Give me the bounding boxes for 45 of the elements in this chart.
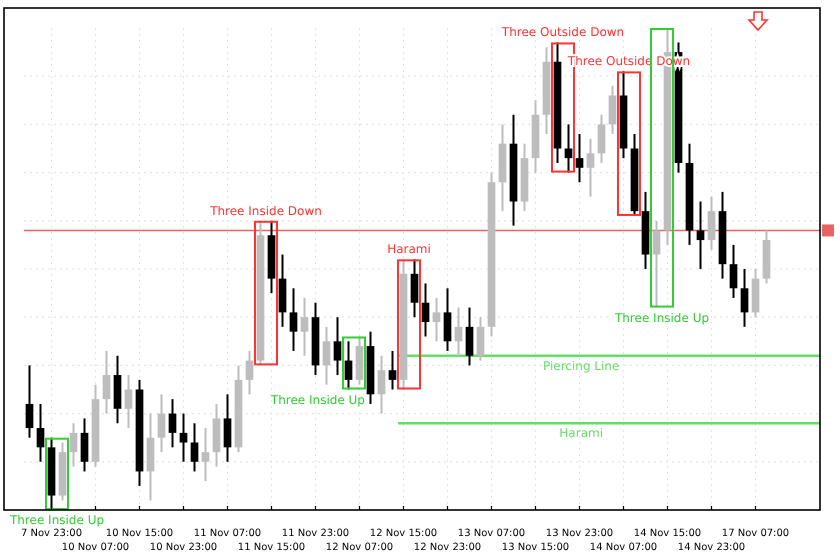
candlestick: [289, 287, 298, 352]
candlestick: [432, 296, 441, 343]
candlestick: [168, 398, 177, 449]
candlestick: [498, 123, 507, 213]
candlestick: [355, 335, 364, 386]
candlestick: [300, 296, 309, 357]
candlestick: [410, 258, 419, 319]
candlestick: [322, 325, 331, 386]
candlestick: [597, 113, 606, 164]
candlestick: [157, 393, 166, 454]
candlestick: [696, 200, 705, 270]
candlestick: [344, 340, 353, 391]
candlestick: [729, 243, 738, 299]
candlestick: [113, 354, 122, 425]
candlestick: [421, 282, 430, 338]
candlestick: [267, 219, 276, 295]
candlestick: [377, 354, 386, 415]
candlestick: [80, 417, 89, 473]
candlestick: [608, 84, 617, 136]
candlestick: [388, 349, 397, 391]
candlestick: [212, 402, 221, 468]
candlestick: [586, 137, 595, 198]
candlestick: [190, 422, 199, 473]
candlestick: [465, 306, 474, 367]
candlestick: [707, 195, 716, 251]
candlestick: [333, 316, 342, 377]
candlestick: [740, 268, 749, 328]
candlestick: [531, 99, 540, 174]
candlestick: [652, 219, 661, 309]
candlestick: [58, 441, 67, 502]
candlestick: [762, 229, 771, 285]
candlestick: [124, 374, 133, 430]
candlestick: [179, 412, 188, 463]
candlestick: [102, 349, 111, 415]
candlestick: [223, 393, 232, 463]
candlestick: [476, 316, 485, 362]
candlestick: [36, 402, 45, 463]
candlestick: [245, 349, 254, 396]
candlestick: [201, 427, 210, 483]
candlestick: [575, 133, 584, 184]
candlestick: [25, 364, 34, 439]
candlestick: [69, 422, 78, 468]
candlestick: [641, 190, 650, 270]
candlestick: [443, 287, 452, 352]
candlestick: [520, 142, 529, 213]
